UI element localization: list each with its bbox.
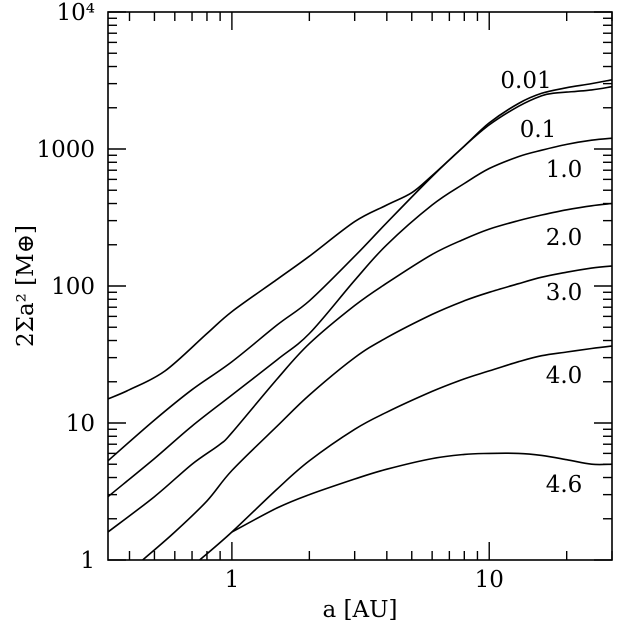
series-line [142, 265, 613, 561]
series-line [107, 79, 613, 400]
series-label: 4.6 [546, 472, 583, 498]
series-line [107, 137, 613, 498]
tick-labels: 1 10 1 10 100 1000 10⁴ [36, 0, 503, 593]
series-line [107, 202, 613, 533]
y-tick-label: 1000 [36, 137, 95, 163]
x-axis-label: a [AU] [323, 597, 398, 623]
y-tick-label: 100 [51, 274, 95, 300]
series-label: 4.0 [546, 363, 583, 389]
series-label: 2.0 [546, 225, 583, 251]
series-labels: 0.01 0.1 1.0 2.0 3.0 4.0 4.6 [500, 68, 582, 498]
series-label: 3.0 [546, 280, 583, 306]
y-tick-label: 1 [80, 548, 95, 574]
y-tick-label: 10 [66, 411, 95, 437]
series-label: 0.1 [520, 117, 557, 143]
series-label: 1.0 [546, 157, 583, 183]
y-axis-label: 2Σa² [M⊕] [13, 225, 39, 347]
y-tick-label: 10⁴ [57, 0, 96, 26]
series-line [199, 345, 613, 561]
series-label: 0.01 [500, 68, 551, 94]
series-line [107, 85, 613, 462]
x-tick-label: 10 [475, 567, 504, 593]
axis-ticks [108, 11, 613, 561]
x-tick-label: 1 [225, 567, 240, 593]
series-curves [107, 79, 613, 561]
series-line [231, 452, 613, 533]
